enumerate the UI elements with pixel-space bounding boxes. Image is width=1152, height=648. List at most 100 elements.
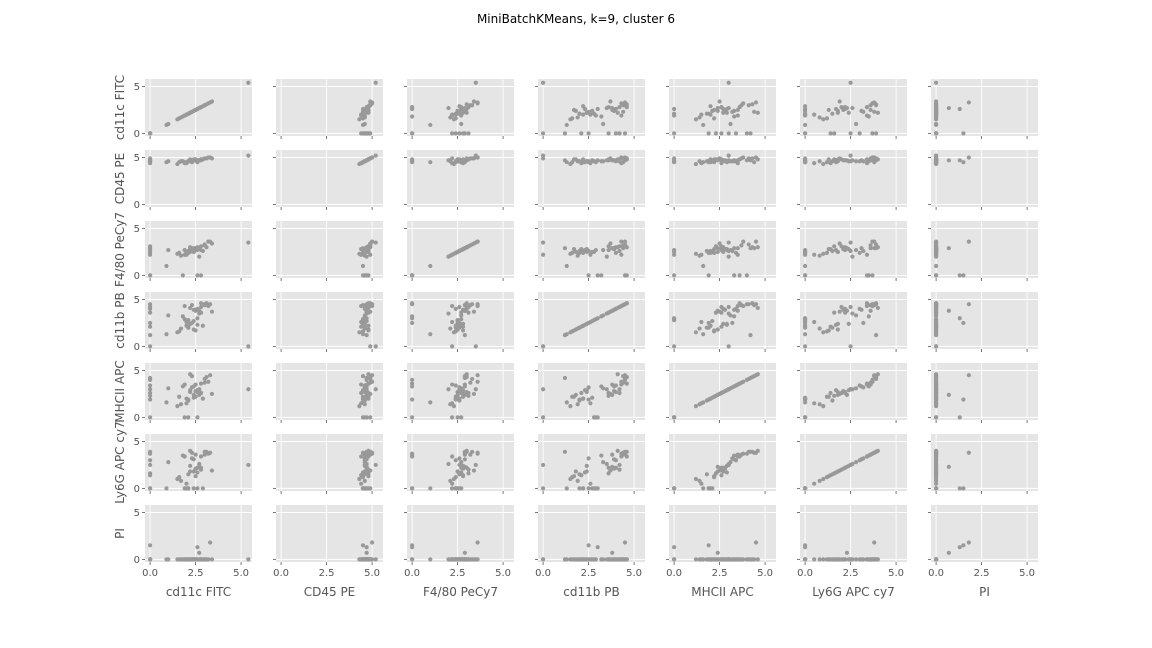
data-point	[624, 557, 629, 562]
data-point	[577, 111, 582, 116]
data-point	[468, 156, 473, 161]
data-point	[195, 316, 200, 321]
data-point	[732, 457, 737, 462]
data-point	[706, 325, 711, 330]
data-point	[704, 472, 709, 477]
y-axis-label: PI	[113, 528, 127, 539]
data-point	[473, 557, 478, 562]
data-point	[866, 314, 871, 319]
data-point	[175, 330, 180, 335]
data-point	[735, 303, 740, 309]
panel-3-6	[928, 292, 1038, 352]
data-point	[601, 557, 606, 562]
data-point	[364, 158, 369, 163]
data-point	[933, 457, 939, 462]
data-point	[828, 390, 833, 396]
data-point	[595, 106, 600, 112]
data-point	[364, 545, 369, 550]
data-point	[450, 454, 455, 459]
data-point	[802, 415, 808, 420]
data-point	[802, 486, 808, 491]
data-point	[599, 273, 604, 278]
data-point	[177, 394, 182, 399]
data-point	[732, 273, 737, 278]
data-point	[579, 390, 584, 396]
data-point	[721, 321, 726, 326]
data-point	[584, 249, 589, 255]
data-point	[568, 330, 573, 335]
data-point	[459, 460, 464, 465]
data-point	[450, 161, 455, 166]
data-point	[697, 115, 702, 120]
data-point	[191, 457, 196, 462]
data-point	[198, 557, 204, 562]
data-point	[812, 481, 817, 486]
data-point	[471, 99, 477, 104]
data-point	[619, 557, 624, 562]
data-point	[357, 330, 362, 335]
data-point	[450, 486, 455, 491]
data-point	[591, 415, 597, 420]
data-point	[571, 474, 577, 479]
data-point	[832, 310, 837, 315]
panel-4-6	[928, 363, 1038, 423]
data-point	[457, 456, 462, 461]
data-point	[409, 158, 415, 163]
panel-0-3	[535, 79, 645, 139]
panel-background	[538, 505, 645, 562]
data-point	[744, 557, 749, 562]
data-point	[933, 374, 939, 380]
data-point	[726, 254, 731, 259]
data-point	[868, 303, 873, 308]
data-point	[817, 557, 822, 562]
data-point	[701, 160, 706, 165]
panel-background	[931, 150, 1038, 207]
data-point	[671, 316, 677, 321]
data-point	[739, 452, 744, 457]
data-point	[246, 344, 251, 349]
data-point	[715, 158, 720, 163]
data-point	[732, 557, 737, 562]
data-point	[364, 131, 369, 136]
data-point	[933, 263, 939, 269]
data-point	[184, 481, 189, 486]
data-point	[246, 387, 251, 392]
data-point	[693, 557, 699, 562]
data-point	[933, 246, 939, 251]
data-point	[409, 377, 415, 382]
data-point	[601, 313, 606, 318]
data-point	[966, 450, 971, 455]
data-point	[697, 326, 702, 331]
data-point	[848, 80, 853, 85]
data-point	[202, 380, 207, 385]
data-point	[611, 108, 617, 113]
data-point	[166, 159, 171, 164]
data-point	[180, 314, 185, 319]
data-point	[581, 396, 586, 401]
y-tick-label: 0	[134, 484, 140, 495]
data-point	[362, 486, 367, 491]
data-point	[208, 155, 213, 160]
x-tick-label: 2.5	[974, 568, 990, 579]
data-point	[588, 401, 593, 406]
data-point	[208, 100, 213, 105]
data-point	[428, 400, 433, 405]
data-point	[428, 263, 433, 269]
data-point	[732, 108, 737, 113]
data-point	[835, 327, 840, 332]
data-point	[188, 305, 193, 311]
data-point	[468, 380, 473, 385]
data-point	[868, 156, 873, 161]
data-point	[719, 473, 724, 478]
x-tick-label: 0.0	[404, 568, 420, 579]
data-point	[204, 374, 209, 380]
data-point	[191, 158, 196, 163]
data-point	[575, 115, 580, 120]
data-point	[755, 245, 760, 250]
data-point	[590, 158, 595, 163]
data-point	[182, 161, 187, 166]
data-point	[586, 456, 591, 461]
data-point	[450, 303, 455, 309]
data-point	[732, 158, 737, 163]
data-point	[957, 106, 962, 112]
